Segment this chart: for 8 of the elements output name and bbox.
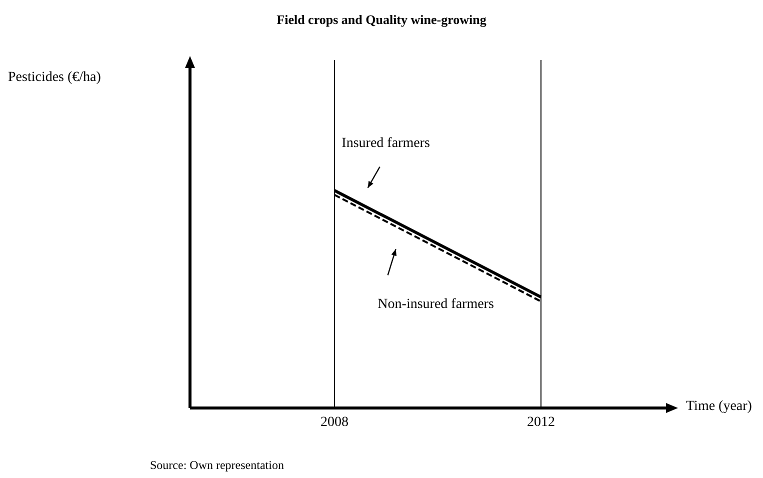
x-axis-title: Time (year) (686, 399, 752, 415)
x-tick-label: 2008 (320, 414, 349, 430)
chart-title: Field crops and Quality wine-growing (276, 12, 488, 28)
text: Pesticides (€/ha) (8, 70, 101, 86)
text: Insured farmers (342, 136, 430, 151)
x-tick-label: 2012 (526, 414, 555, 430)
source-note: Source: Own representation (150, 458, 284, 473)
series-label: Non-insured farmers (378, 297, 494, 312)
